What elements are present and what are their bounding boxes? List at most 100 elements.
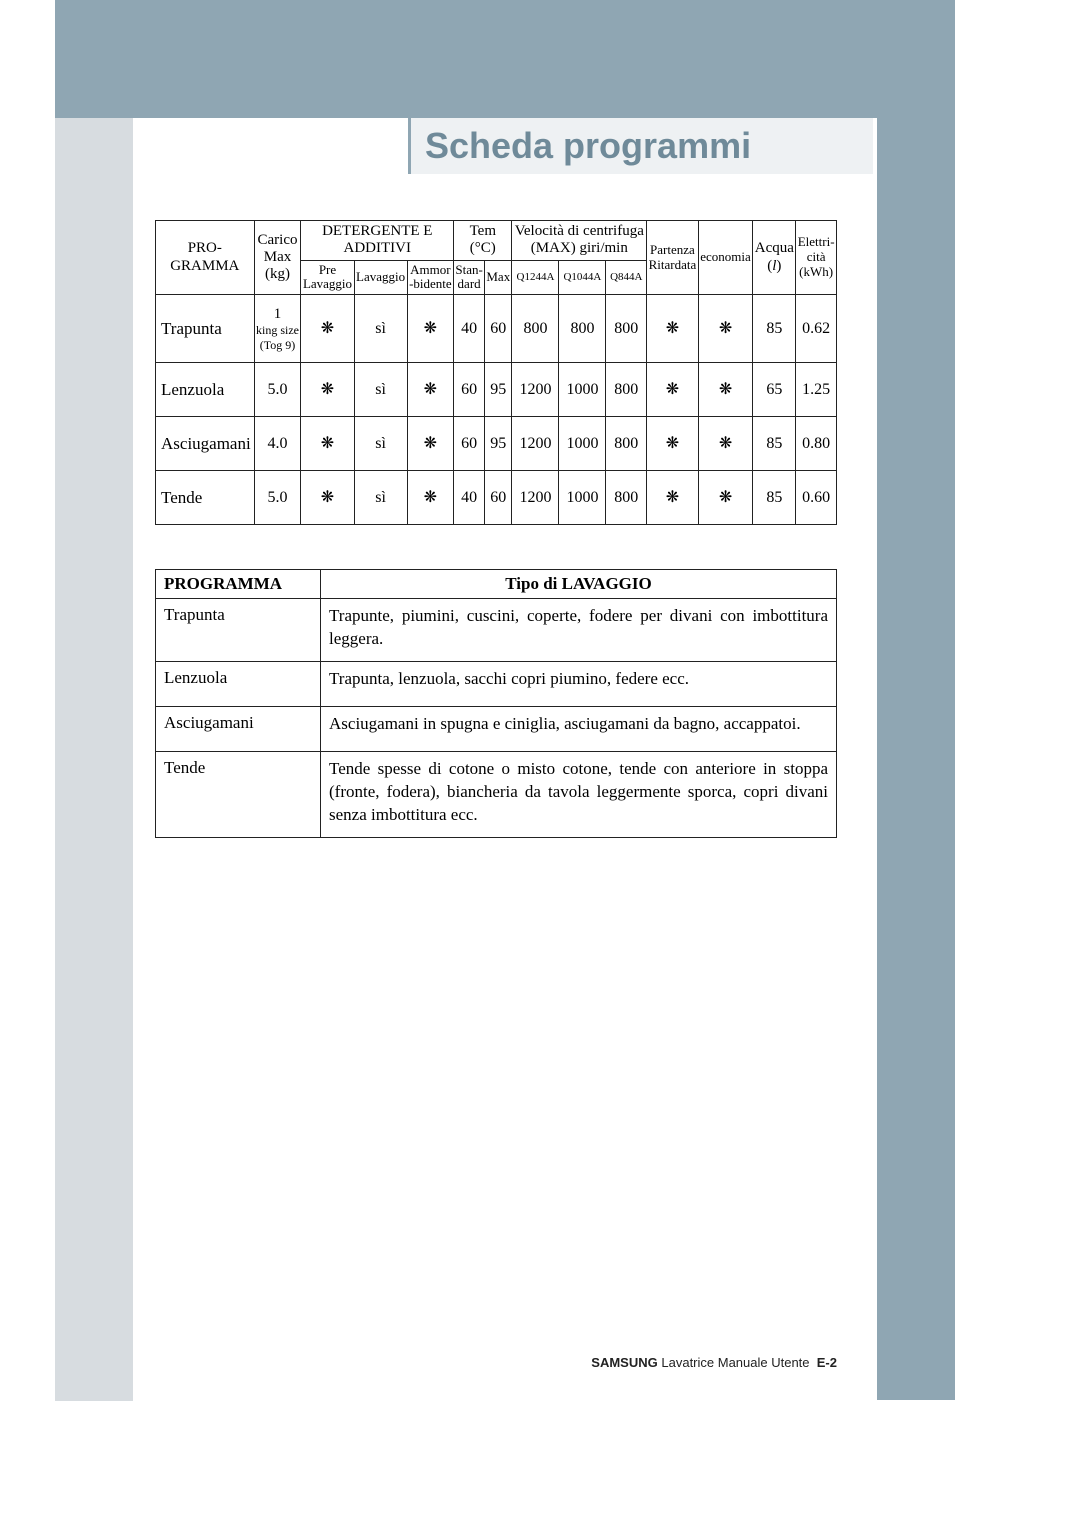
hdr-programma: PRO-GRAMMA [156,221,255,295]
cell: 800 [512,295,559,363]
cell: 0.62 [796,295,837,363]
hdr-acqua: Acqua(l) [753,221,796,295]
title-box: Scheda programmi [408,118,873,174]
cell-name: Asciugamani [156,417,255,471]
cell: 85 [753,417,796,471]
cell: 40 [454,295,485,363]
table-row: Lenzuola 5.0 ❋ sì ❋ 60 95 1200 1000 800 … [156,363,837,417]
hdr-partenza: PartenzaRitardata [647,221,699,295]
cell-desc: Trapunte, piumini, cuscini, coperte, fod… [321,599,837,662]
cell: 60 [454,363,485,417]
page-title: Scheda programmi [425,125,751,167]
cell: 0.80 [796,417,837,471]
cell: 85 [753,471,796,525]
table-row: Lenzuola Trapunta, lenzuola, sacchi copr… [156,662,837,707]
cell: 800 [606,471,647,525]
cell-prog: Trapunta [156,599,321,662]
cell: 800 [606,417,647,471]
cell: 800 [559,295,606,363]
hdr-pre: PreLavaggio [301,260,354,295]
hdr-q1244a: Q1244A [512,260,559,295]
cell: sì [354,295,407,363]
cell: 65 [753,363,796,417]
cell: ❋ [647,295,699,363]
cell-name: Trapunta [156,295,255,363]
hdr-economia: economia [698,221,753,295]
top-band [55,0,955,118]
cell: 60 [485,295,512,363]
hdr-ammor: Ammor-bidente [407,260,453,295]
cell: ❋ [647,363,699,417]
cell-name: Tende [156,471,255,525]
hdr-q1044a: Q1044A [559,260,606,295]
cell: 95 [485,417,512,471]
cell-load: 1 king size (Tog 9) [254,295,301,363]
cell: 1000 [559,417,606,471]
cell: ❋ [407,295,453,363]
table-row: Trapunta 1 king size (Tog 9) ❋ sì ❋ 40 6… [156,295,837,363]
cell: ❋ [698,471,753,525]
cell: 40 [454,471,485,525]
cell: 800 [606,295,647,363]
cell: 60 [454,417,485,471]
table-row: Tende 5.0 ❋ sì ❋ 40 60 1200 1000 800 ❋ ❋… [156,471,837,525]
table-row: Tende Tende spesse di cotone o misto cot… [156,752,837,838]
hdr-temp: Tem(°C) [454,221,512,261]
table-row: Asciugamani 4.0 ❋ sì ❋ 60 95 1200 1000 8… [156,417,837,471]
hdr-spin: Velocità di centrifuga(MAX) giri/min [512,221,647,261]
hdr-lavaggio: Lavaggio [354,260,407,295]
cell: sì [354,471,407,525]
cell: 4.0 [254,417,301,471]
cell-desc: Trapunta, lenzuola, sacchi copri piumino… [321,662,837,707]
cell: 800 [606,363,647,417]
cell: ❋ [301,471,354,525]
left-accent [55,118,133,1401]
cell-desc: Asciugamani in spugna e ciniglia, asciug… [321,707,837,752]
cell: 1200 [512,471,559,525]
cell: ❋ [647,471,699,525]
hdr-standard: Stan-dard [454,260,485,295]
cell: 1.25 [796,363,837,417]
cell: ❋ [647,417,699,471]
cell: ❋ [301,363,354,417]
cell: ❋ [301,417,354,471]
hdr-elettricita: Elettri-cità(kWh) [796,221,837,295]
hdr-detergente: DETERGENTE EADDITIVI [301,221,454,261]
cell: ❋ [407,471,453,525]
table-row: Trapunta Trapunte, piumini, cuscini, cop… [156,599,837,662]
cell-prog: Asciugamani [156,707,321,752]
content-area: PRO-GRAMMA CaricoMax(kg) DETERGENTE EADD… [155,220,837,838]
cell-prog: Tende [156,752,321,838]
cell: ❋ [698,363,753,417]
footer: SAMSUNG Lavatrice Manuale Utente E-2 [155,1355,837,1370]
cell: ❋ [698,295,753,363]
cell-prog: Lenzuola [156,662,321,707]
cell-name: Lenzuola [156,363,255,417]
cell: ❋ [407,417,453,471]
cell-desc: Tende spesse di cotone o misto cotone, t… [321,752,837,838]
footer-brand: SAMSUNG [591,1355,657,1370]
program-table: PRO-GRAMMA CaricoMax(kg) DETERGENTE EADD… [155,220,837,525]
hdr-q844a: Q844A [606,260,647,295]
hdr-max: Max [485,260,512,295]
cell: 95 [485,363,512,417]
cell: ❋ [698,417,753,471]
footer-page: E-2 [817,1355,837,1370]
cell: 5.0 [254,471,301,525]
hdr-carico: CaricoMax(kg) [254,221,301,295]
hdr-tipo: Tipo di LAVAGGIO [321,570,837,599]
hdr-prog: PROGRAMMA [156,570,321,599]
cell: 1000 [559,363,606,417]
cell: ❋ [301,295,354,363]
cell: 1200 [512,417,559,471]
cell: 60 [485,471,512,525]
cell: 5.0 [254,363,301,417]
cell: 0.60 [796,471,837,525]
cell: 1200 [512,363,559,417]
side-band [877,0,955,1400]
footer-text: Lavatrice Manuale Utente [661,1355,809,1370]
page: Scheda programmi PRO-GRAMMA CaricoMax(kg… [0,0,1080,1533]
cell: ❋ [407,363,453,417]
cell: 1000 [559,471,606,525]
cell: 85 [753,295,796,363]
